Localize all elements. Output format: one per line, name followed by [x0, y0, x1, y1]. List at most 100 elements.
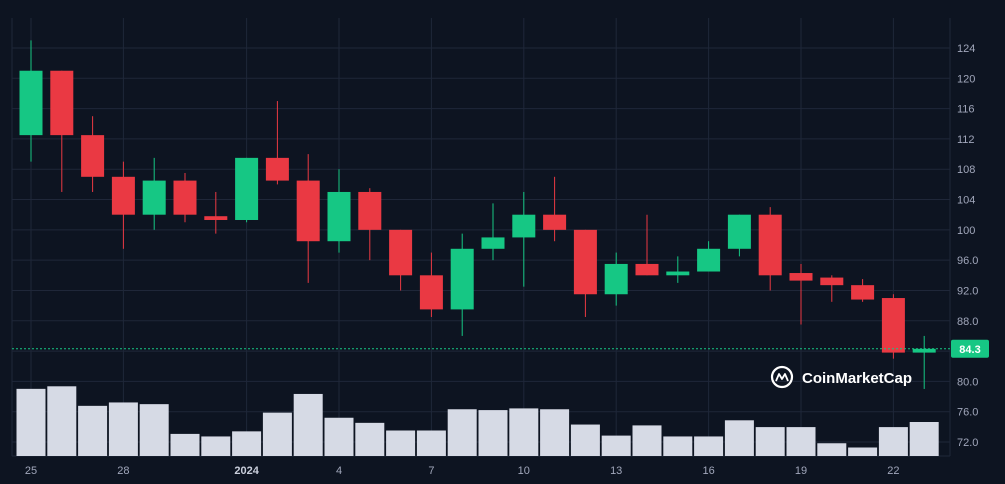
- candle[interactable]: [204, 191, 228, 234]
- candle[interactable]: [265, 101, 289, 185]
- candle-body: [450, 248, 474, 310]
- y-tick-label: 112: [957, 134, 975, 146]
- current-price-tag: 84.3: [951, 339, 989, 358]
- candle-body: [173, 180, 197, 215]
- y-tick-label: 72.0: [957, 437, 978, 449]
- candle[interactable]: [635, 214, 659, 276]
- candle-body: [265, 157, 289, 181]
- candle-body: [235, 157, 259, 220]
- candle[interactable]: [296, 154, 320, 283]
- candle[interactable]: [912, 335, 936, 389]
- volume-bar: [755, 427, 785, 456]
- volume-bar: [355, 422, 385, 456]
- candle[interactable]: [820, 275, 844, 302]
- watermark: CoinMarketCap: [770, 365, 912, 389]
- candle[interactable]: [235, 157, 259, 223]
- y-tick-label: 92.0: [957, 285, 978, 297]
- volume-bar: [447, 409, 477, 456]
- volume-bar: [724, 420, 754, 456]
- candle-body: [727, 214, 751, 249]
- x-tick-label: 7: [428, 465, 434, 477]
- y-tick-label: 120: [957, 73, 975, 85]
- candle[interactable]: [604, 252, 628, 306]
- candle[interactable]: [111, 161, 135, 249]
- candle[interactable]: [389, 229, 413, 291]
- candle[interactable]: [851, 279, 875, 302]
- y-tick-label: 100: [957, 225, 975, 237]
- candle-body: [419, 275, 443, 310]
- volume-bar: [601, 435, 631, 456]
- x-tick-label: 2024: [234, 465, 259, 477]
- x-tick-label: 22: [887, 465, 899, 477]
- candle[interactable]: [358, 188, 382, 261]
- candle[interactable]: [481, 203, 505, 261]
- volume-bars: [16, 386, 939, 456]
- candle-body: [851, 285, 875, 300]
- y-tick-label: 108: [957, 164, 975, 176]
- candle-body: [481, 237, 505, 249]
- candle-body: [604, 263, 628, 295]
- candle[interactable]: [881, 294, 905, 359]
- y-tick-label: 96.0: [957, 255, 978, 267]
- volume-bar: [201, 436, 231, 456]
- candle-body: [358, 191, 382, 230]
- y-tick-label: 104: [957, 195, 975, 207]
- y-tick-label: 116: [957, 104, 975, 116]
- candles: [19, 40, 936, 389]
- x-tick-label: 10: [518, 465, 530, 477]
- candle-body: [19, 70, 43, 136]
- volume-bar: [540, 409, 570, 456]
- candle-body: [912, 348, 936, 353]
- volume-bar: [170, 433, 200, 456]
- candle[interactable]: [789, 263, 813, 325]
- candle-body: [512, 214, 536, 238]
- candle[interactable]: [173, 173, 197, 223]
- volume-bar: [909, 422, 939, 456]
- candle-body: [142, 180, 166, 215]
- current-price-tag-background: [951, 339, 989, 358]
- candle-body: [573, 229, 597, 295]
- candle[interactable]: [142, 157, 166, 230]
- candle-body: [296, 180, 320, 242]
- candle-body: [635, 263, 659, 276]
- y-tick-label: 80.0: [957, 376, 978, 388]
- candle[interactable]: [512, 191, 536, 287]
- candle-body: [666, 271, 690, 276]
- grid-lines: [11, 18, 951, 457]
- candle[interactable]: [543, 176, 567, 242]
- volume-bar: [817, 443, 847, 456]
- volume-bar: [478, 410, 508, 456]
- volume-bar: [293, 393, 323, 456]
- candle[interactable]: [727, 214, 751, 257]
- volume-bar: [663, 436, 693, 456]
- candle-body: [111, 176, 135, 215]
- coinmarketcap-logo-icon: [770, 365, 794, 389]
- watermark-text: CoinMarketCap: [802, 370, 912, 387]
- candle[interactable]: [758, 207, 782, 291]
- candle[interactable]: [666, 256, 690, 283]
- candle[interactable]: [50, 70, 74, 192]
- candle[interactable]: [573, 229, 597, 317]
- candle[interactable]: [327, 169, 351, 253]
- candle[interactable]: [419, 252, 443, 317]
- candle[interactable]: [81, 116, 105, 192]
- volume-bar: [139, 404, 169, 456]
- current-price-label: 84.3: [959, 344, 980, 356]
- volume-bar: [878, 427, 908, 456]
- candle[interactable]: [697, 241, 721, 272]
- x-tick-label: 4: [336, 465, 342, 477]
- volume-bar: [416, 430, 446, 456]
- candle-body: [820, 277, 844, 286]
- y-tick-label: 124: [957, 43, 975, 55]
- candle[interactable]: [19, 40, 43, 162]
- candle-body: [789, 273, 813, 281]
- candle[interactable]: [450, 233, 474, 336]
- volume-bar: [848, 447, 878, 456]
- volume-bar: [232, 431, 262, 456]
- candle-body: [327, 191, 351, 242]
- x-tick-label: 16: [702, 465, 714, 477]
- volume-bar: [262, 412, 292, 456]
- candle-body: [881, 298, 905, 353]
